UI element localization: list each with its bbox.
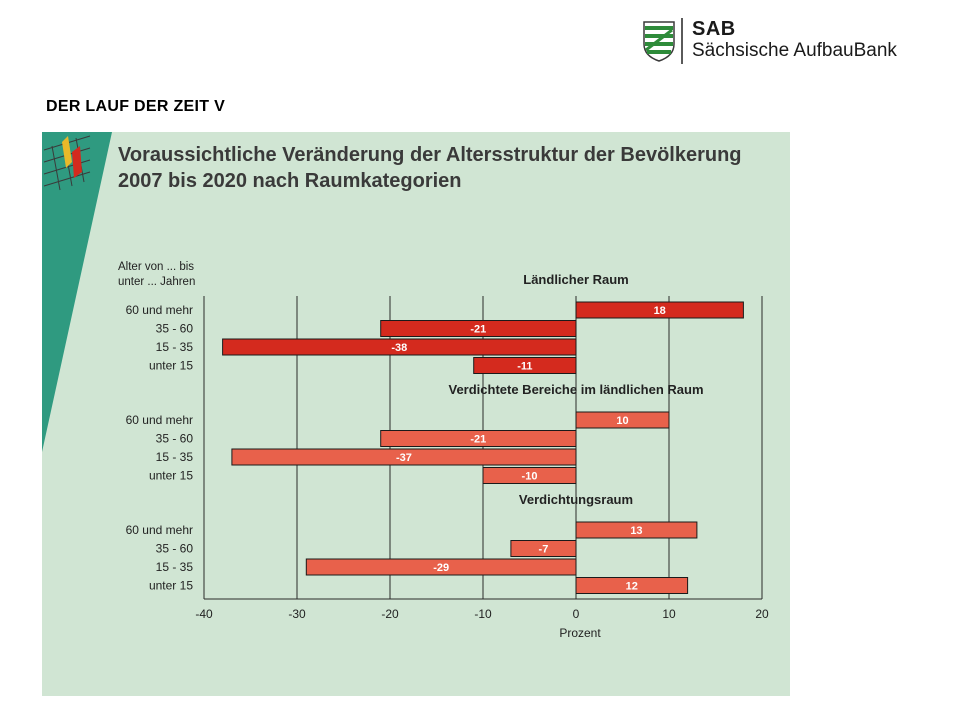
bar	[231, 448, 577, 466]
category-label: 15 - 35	[156, 340, 194, 354]
bar	[473, 357, 577, 374]
group-header: Ländlicher Raum	[523, 272, 628, 287]
bar	[380, 320, 577, 337]
data-label: 13	[630, 525, 642, 537]
logo-separator	[681, 18, 683, 64]
category-label: 60 und mehr	[126, 413, 193, 427]
bar	[510, 540, 577, 557]
sab-logo: SAB Sächsische AufbauBank	[642, 18, 932, 66]
bar	[575, 301, 744, 319]
category-label: 60 und mehr	[126, 303, 193, 317]
slide-title: DER LAUF DER ZEIT V	[46, 98, 226, 115]
bar	[575, 411, 670, 429]
x-tick-label: -20	[381, 607, 399, 621]
data-label: -38	[391, 342, 407, 354]
data-label: -11	[517, 361, 532, 373]
data-label: 10	[616, 415, 628, 427]
data-label: -7	[539, 544, 549, 556]
x-axis-title: Prozent	[559, 626, 601, 640]
x-tick-label: -40	[195, 607, 213, 621]
bar	[305, 558, 577, 576]
category-axis-title-line2: unter ... Jahren	[118, 276, 195, 288]
category-label: unter 15	[149, 359, 193, 373]
category-label: 15 - 35	[156, 450, 194, 464]
chart-figure: -40 -30 -20 -10 0 10 20 Prozent Alter von ... bi…	[42, 132, 790, 696]
category-label: 15 - 35	[156, 560, 194, 574]
x-tick-label: 10	[662, 607, 676, 621]
x-tick-label: 20	[755, 607, 769, 621]
data-label: -21	[470, 434, 486, 446]
logo-bank-name: Sächsische AufbauBank	[692, 40, 897, 61]
category-label: 35 - 60	[156, 432, 194, 446]
x-tick-label: -10	[474, 607, 492, 621]
data-label: 18	[654, 305, 666, 317]
bar-chart: -40 -30 -20 -10 0 10 20 Prozent Alter von ... bi…	[42, 132, 769, 640]
bar	[380, 430, 577, 447]
bar	[575, 577, 689, 594]
data-label: -21	[470, 324, 486, 336]
saxony-coat-of-arms-icon	[643, 21, 675, 62]
group-header: Verdichtungsraum	[519, 492, 633, 507]
data-label: -37	[396, 452, 412, 464]
x-tick-label: -30	[288, 607, 306, 621]
data-label: -10	[522, 471, 538, 483]
data-label: -29	[433, 562, 449, 574]
chart-title: Voraussichtliche Veränderung der Alterss…	[118, 144, 742, 192]
bar	[222, 338, 577, 356]
logo-abbreviation: SAB	[692, 18, 736, 40]
bar	[575, 521, 698, 539]
category-label: unter 15	[149, 469, 193, 483]
group-header: Verdichtete Bereiche im ländlichen Raum	[448, 382, 703, 397]
bar	[482, 467, 577, 484]
category-label: 35 - 60	[156, 542, 194, 556]
category-label: 35 - 60	[156, 322, 194, 336]
category-label: unter 15	[149, 579, 193, 593]
data-label: 12	[626, 581, 638, 593]
x-tick-label: 0	[573, 607, 580, 621]
category-label: 60 und mehr	[126, 523, 193, 537]
decorative-grid-icon	[43, 135, 91, 191]
category-axis-title-line1: Alter von ... bis	[118, 261, 194, 273]
decorative-teal-band	[42, 132, 112, 452]
